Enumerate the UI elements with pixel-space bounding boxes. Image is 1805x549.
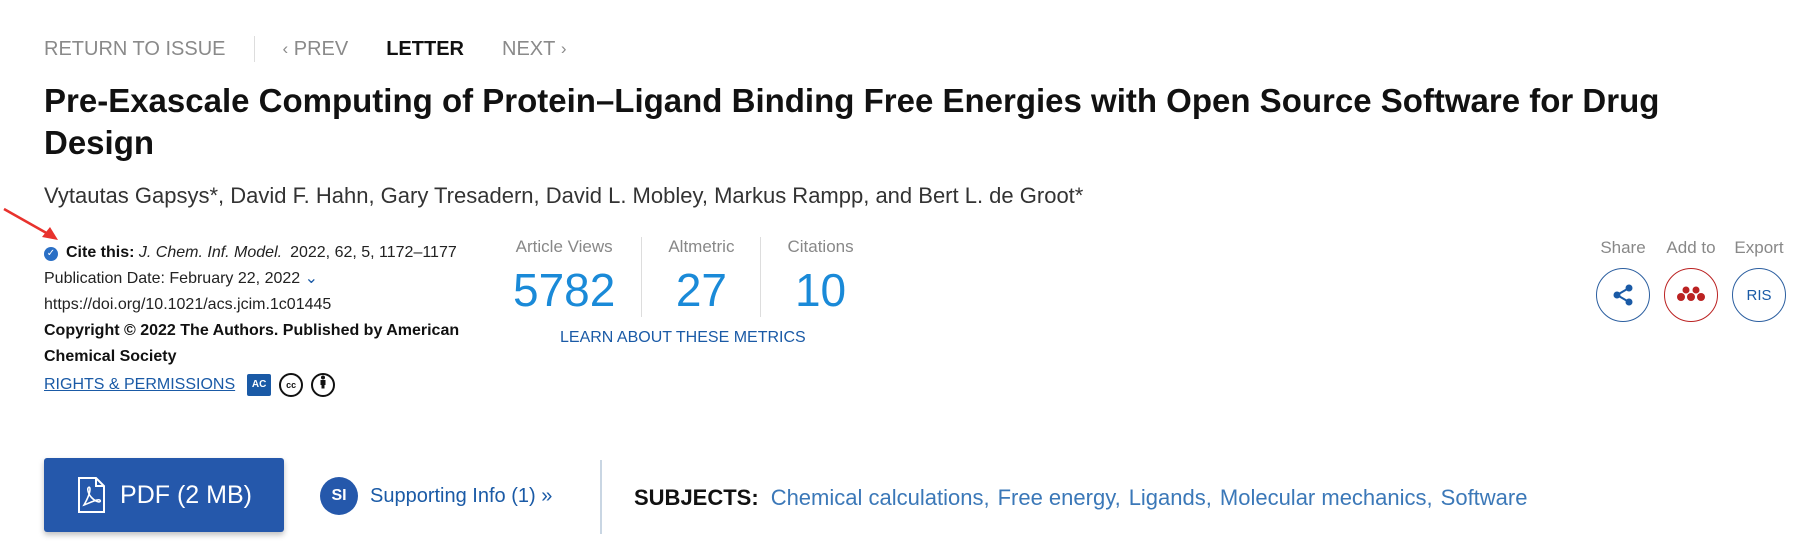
subject-link[interactable]: Free energy — [997, 485, 1115, 510]
subject-separator: , — [1205, 485, 1212, 510]
attribution-icon[interactable] — [311, 373, 336, 397]
share-button[interactable] — [1596, 268, 1650, 322]
export-ris-button[interactable]: RIS — [1732, 268, 1786, 322]
chevron-down-icon: ⌄ — [304, 270, 319, 287]
metric-label: Altmetric — [668, 237, 735, 256]
subject-separator: , — [983, 485, 990, 510]
metric-label: Article Views — [515, 237, 613, 256]
citation-block: ✓ Cite this: J. Chem. Inf. Model. 2022, 62… — [44, 240, 464, 398]
chevron-left-icon: ‹ — [282, 39, 289, 58]
chevron-right-icon: › — [560, 39, 567, 58]
share-action: Share — [1589, 238, 1657, 322]
doi-link[interactable]: https://doi.org/10.1021/acs.jcim.1c01445 — [44, 296, 332, 313]
article-actions: Share Add to Export RIS — [1589, 238, 1793, 322]
citation-ref: 2022, 62, 5, 1172–1177 — [290, 244, 457, 261]
subject-separator: , — [1114, 485, 1121, 510]
metric-value: 27 — [675, 264, 727, 316]
export-label: Export — [1734, 238, 1784, 257]
acs-authorchoice-icon[interactable]: AC — [247, 374, 272, 396]
rights-permissions-link[interactable]: RIGHTS & PERMISSIONS — [44, 376, 236, 393]
add-to-label: Add to — [1666, 238, 1716, 257]
supporting-info-link[interactable]: SI Supporting Info (1) » — [320, 477, 552, 515]
pdf-download-button[interactable]: PDF (2 MB) — [44, 458, 284, 532]
journal-name: J. Chem. Inf. Model. — [138, 244, 283, 261]
metric-citations[interactable]: Citations 10 — [760, 237, 879, 317]
subject-link[interactable]: Ligands — [1128, 485, 1206, 510]
next-link[interactable]: NEXT › — [502, 38, 567, 61]
supporting-info-label: Supporting Info (1) » — [370, 484, 553, 507]
article-metrics: Article Views 5782 Altmetric 27 Citation… — [513, 237, 880, 317]
pdf-button-label: PDF (2 MB) — [120, 480, 252, 509]
copyright-notice: Copyright © 2022 The Authors. Published … — [44, 322, 460, 365]
publication-date[interactable]: Publication Date: February 22, 2022 ⌄ — [44, 266, 464, 292]
metric-altmetric[interactable]: Altmetric 27 — [641, 237, 760, 317]
subjects-row: SUBJECTS: Chemical calculations, Free ener… — [634, 485, 1527, 511]
creative-commons-icon[interactable]: cc — [279, 373, 304, 397]
export-action: Export RIS — [1725, 238, 1793, 322]
rights-row: RIGHTS & PERMISSIONS AC cc — [44, 372, 464, 398]
prev-link[interactable]: ‹ PREV — [283, 38, 349, 61]
nav-divider — [253, 36, 255, 62]
metric-value: 5782 — [513, 264, 616, 316]
cite-line: ✓ Cite this: J. Chem. Inf. Model. 2022, 62… — [44, 240, 464, 266]
subjects-label: SUBJECTS: — [634, 485, 759, 510]
article-title: Pre-Exascale Computing of Protein–Ligand… — [44, 82, 1660, 161]
subject-link[interactable]: Chemical calculations — [770, 485, 984, 510]
author-list[interactable]: Vytautas Gapsys*, David F. Hahn, Gary Tr… — [44, 183, 1084, 208]
return-to-issue-link[interactable]: RETURN TO ISSUE — [44, 37, 226, 60]
pdf-file-icon — [78, 477, 106, 513]
cite-label[interactable]: Cite this: — [66, 244, 135, 261]
subject-link[interactable]: Software — [1440, 485, 1528, 510]
add-to-action: Add to — [1657, 238, 1725, 322]
article-nav: RETURN TO ISSUE ‹ PREV LETTER NEXT › — [44, 36, 567, 62]
mendeley-button[interactable] — [1664, 268, 1718, 322]
subject-link[interactable]: Molecular mechanics — [1219, 485, 1427, 510]
share-label: Share — [1600, 238, 1646, 257]
metric-label: Citations — [787, 237, 854, 256]
check-circle-icon: ✓ — [44, 247, 58, 261]
publication-date-text: Publication Date: February 22, 2022 — [44, 270, 301, 287]
section-divider — [600, 460, 602, 534]
metric-value: 10 — [794, 264, 847, 316]
share-icon — [1613, 284, 1633, 306]
article-type-label: LETTER — [386, 37, 464, 60]
si-badge-icon: SI — [320, 477, 358, 515]
next-label: NEXT — [502, 37, 556, 60]
subject-separator: , — [1426, 485, 1433, 510]
prev-label: PREV — [293, 37, 349, 60]
metric-article-views: Article Views 5782 — [513, 237, 641, 317]
mendeley-icon — [1677, 286, 1705, 301]
learn-metrics-link[interactable]: LEARN ABOUT THESE METRICS — [560, 329, 806, 346]
annotation-arrow-icon — [3, 207, 58, 240]
